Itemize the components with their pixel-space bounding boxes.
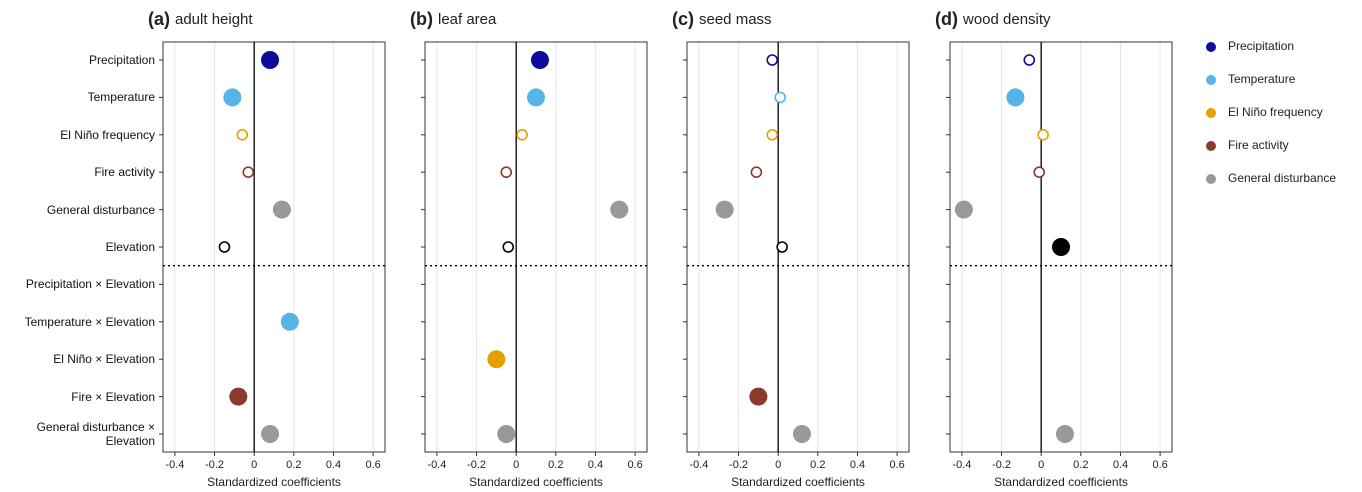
panel-title: (a) adult height: [148, 9, 253, 29]
x-tick-label: -0.4: [689, 459, 708, 471]
legend-label: Fire activity: [1228, 138, 1289, 152]
dot: [236, 129, 249, 141]
x-tick-label: 0.6: [627, 459, 642, 471]
dot: [750, 166, 763, 178]
x-tick-label: 0.4: [850, 459, 865, 471]
panel-label: (b): [410, 9, 433, 29]
x-axis-title: Standardized coefficients: [731, 475, 865, 489]
x-tick-label: 0: [513, 459, 519, 471]
panel-title-text: leaf area: [438, 11, 497, 28]
dot: [497, 425, 516, 443]
dot: [774, 91, 786, 104]
dot: [1023, 54, 1036, 66]
x-tick-label: 0.2: [286, 459, 301, 471]
legend-swatch: [1206, 42, 1216, 52]
dot: [280, 312, 299, 331]
dot: [502, 241, 515, 253]
plot-frame: [162, 41, 386, 453]
dot: [1055, 425, 1074, 443]
x-tick-label: 0.4: [588, 459, 603, 471]
panel-title: (d) wood density: [935, 9, 1051, 29]
x-tick-label: -0.2: [205, 459, 224, 471]
dot: [487, 350, 506, 369]
x-axis-title: Standardized coefficients: [994, 475, 1128, 489]
dot: [1006, 88, 1025, 107]
x-tick-label: -0.2: [467, 459, 486, 471]
x-tick-label: 0.2: [1073, 459, 1088, 471]
dot: [715, 200, 734, 219]
panel-title: (b) leaf area: [410, 9, 497, 29]
x-tick-label: 0.4: [1113, 459, 1128, 471]
dot: [776, 241, 788, 253]
dot: [261, 425, 280, 443]
panel-label: (c): [672, 9, 694, 29]
dot: [261, 51, 280, 69]
x-tick-label: 0: [1038, 459, 1044, 471]
x-tick-label: -0.2: [729, 459, 748, 471]
y-tick-label: Temperature × Elevation: [24, 314, 155, 329]
dot: [766, 54, 779, 66]
y-tick-label: Precipitation: [88, 53, 155, 67]
dot: [218, 241, 231, 253]
dot: [1033, 166, 1045, 178]
panel-label: (d): [935, 9, 958, 29]
dot: [610, 200, 629, 219]
dot: [272, 200, 291, 219]
y-tick-label: Fire activity: [94, 165, 155, 180]
x-tick-label: 0.6: [889, 459, 904, 471]
x-axis-title: Standardized coefficients: [207, 475, 341, 489]
plot-frame: [686, 41, 910, 453]
panel-label: (a): [148, 9, 170, 29]
dot: [766, 129, 779, 141]
panel-title-text: seed mass: [699, 11, 772, 28]
y-tick-label: El Niño × Elevation: [53, 352, 155, 367]
legend-swatch: [1206, 174, 1216, 184]
legend-label: Temperature: [1228, 72, 1296, 86]
dot: [229, 387, 248, 406]
legend-swatch: [1206, 75, 1216, 85]
x-tick-label: -0.2: [992, 459, 1011, 471]
dot: [1037, 129, 1049, 141]
y-tick-label: Fire × Elevation: [71, 389, 155, 404]
y-tick-label: General disturbance: [46, 202, 155, 217]
x-tick-label: 0.6: [1152, 459, 1167, 471]
dot: [530, 51, 549, 69]
dot: [527, 88, 545, 107]
x-tick-label: -0.4: [952, 459, 971, 471]
dot: [1052, 238, 1070, 256]
x-tick-label: 0.2: [810, 459, 825, 471]
x-axis-title: Standardized coefficients: [469, 475, 603, 489]
dot: [500, 166, 513, 178]
x-tick-label: -0.4: [427, 459, 446, 471]
dot: [242, 166, 255, 178]
dot: [792, 425, 811, 443]
dot: [954, 200, 973, 219]
x-tick-label: 0: [775, 459, 781, 471]
y-tick-label: El Niño frequency: [60, 127, 155, 142]
panel-title: (c) seed mass: [672, 9, 772, 29]
x-tick-label: 0.2: [548, 459, 563, 471]
dot: [749, 387, 768, 406]
y-tick-label: Elevation: [105, 240, 155, 254]
legend-swatch: [1206, 108, 1216, 118]
panel-title-text: adult height: [175, 11, 253, 28]
dot: [516, 129, 528, 141]
legend-label: El Niño frequency: [1228, 105, 1323, 119]
legend-label: General disturbance: [1228, 171, 1336, 185]
dot: [223, 88, 242, 107]
x-tick-label: 0.6: [365, 459, 380, 471]
legend-swatch: [1206, 141, 1216, 151]
x-tick-label: 0.4: [326, 459, 341, 471]
y-tick-label: Temperature: [87, 90, 155, 105]
panel-title-text: wood density: [962, 11, 1051, 28]
x-tick-label: 0: [251, 459, 257, 471]
y-tick-label: Precipitation × Elevation: [25, 277, 155, 292]
x-tick-label: -0.4: [165, 459, 184, 471]
legend-label: Precipitation: [1228, 39, 1294, 53]
y-tick-label: General disturbance × Elevation: [36, 420, 155, 448]
